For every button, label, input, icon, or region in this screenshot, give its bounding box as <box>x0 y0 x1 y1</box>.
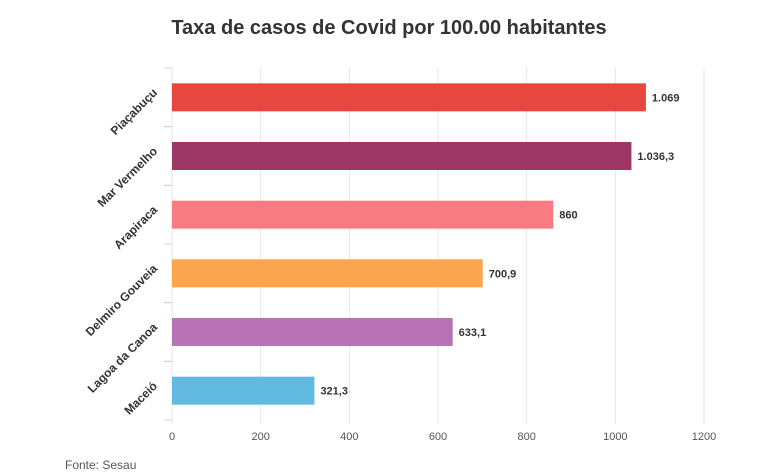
value-label-5: 321,3 <box>320 386 348 398</box>
source-note: Fonte: Sesau <box>65 458 137 472</box>
category-label-0: Piaçabuçu <box>108 86 160 138</box>
x-tick-label-600: 600 <box>429 431 447 443</box>
chart-title: Taxa de casos de Covid por 100.00 habita… <box>171 17 607 39</box>
x-tick-label-400: 400 <box>340 431 358 443</box>
category-label-1: Mar Vermelho <box>95 144 161 210</box>
bar-0 <box>172 83 646 112</box>
bar-5 <box>172 376 315 405</box>
bar-3 <box>172 259 483 288</box>
bar-2 <box>172 200 554 229</box>
gridlines <box>171 68 705 424</box>
x-tick-label-800: 800 <box>517 431 535 443</box>
bars <box>172 83 646 405</box>
x-tick-label-200: 200 <box>251 431 269 443</box>
category-label-5: Maceió <box>121 379 160 418</box>
x-tick-label-0: 0 <box>169 431 175 443</box>
value-label-1: 1.036,3 <box>637 151 674 163</box>
x-tick-label-1200: 1200 <box>692 431 716 443</box>
category-label-2: Arapiraca <box>111 203 160 252</box>
value-label-3: 700,9 <box>489 268 517 280</box>
bar-1 <box>172 142 632 170</box>
bar-4 <box>172 318 453 346</box>
x-tick-label-1000: 1000 <box>603 431 627 443</box>
value-label-0: 1.069 <box>652 92 680 104</box>
value-labels: 1.069 1.036,3 860 700,9 633,1 321,3 <box>320 92 679 397</box>
value-label-4: 633,1 <box>459 327 487 339</box>
value-label-2: 860 <box>559 210 577 222</box>
x-axis: 0 200 400 600 800 1000 1200 <box>164 67 716 443</box>
